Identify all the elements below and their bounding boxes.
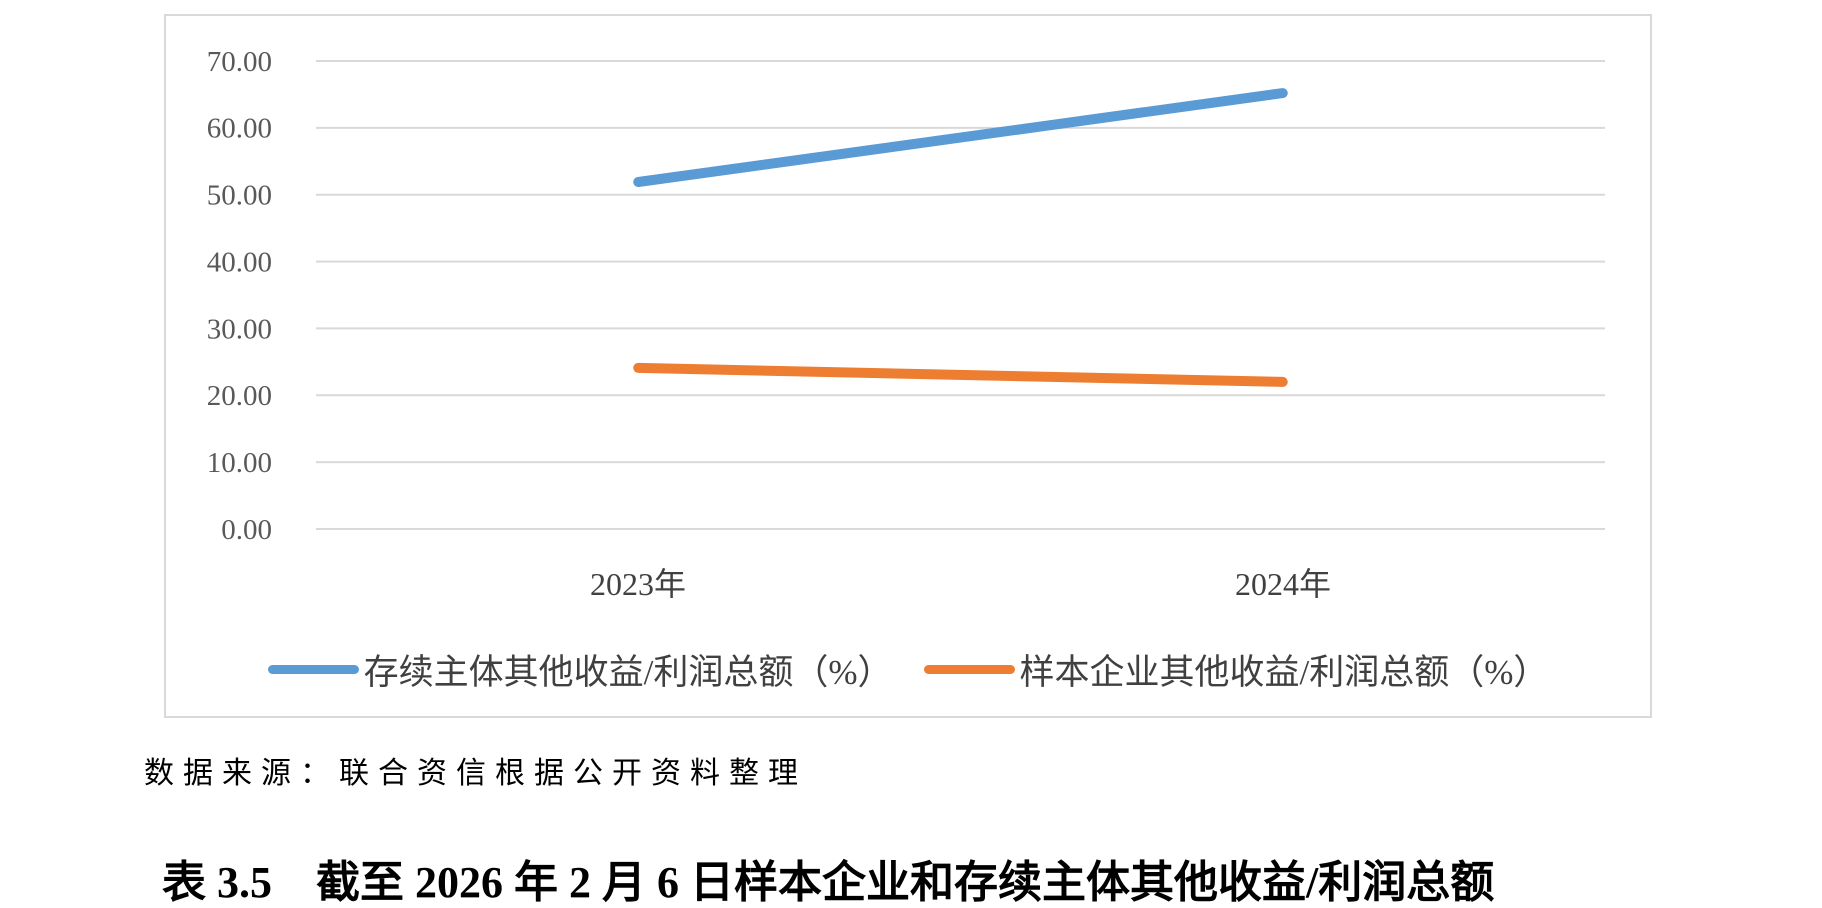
series-line-1 <box>633 362 1288 387</box>
legend-item-series-1: 样本企业其他收益/利润总额（%） <box>923 644 1549 695</box>
y-axis-tick-label: 50.00 <box>207 180 272 212</box>
y-axis-tick-label: 20.00 <box>207 380 272 412</box>
table-caption: 表 3.5 截至 2026 年 2 月 6 日样本企业和存续主体其他收益/利润总… <box>162 858 1495 907</box>
data-source-note: 数据来源：联合资信根据公开资料整理 <box>144 757 807 790</box>
series-line-0 <box>633 88 1288 188</box>
line-chart-plot-area: 70.00 60.00 50.00 40.00 30.00 20.00 10.00 0.00 <box>207 46 1605 546</box>
chart-panel: 70.00 60.00 50.00 40.00 30.00 20.00 10.00 0.00 … <box>164 14 1652 718</box>
legend-label-series-0: 存续主体其他收益/利润总额（%） <box>363 653 893 692</box>
chart-legend: 存续主体其他收益/利润总额（%） 样本企业其他收益/利润总额（%） <box>166 644 1650 695</box>
legend-label-series-1: 样本企业其他收益/利润总额（%） <box>1019 653 1549 692</box>
legend-line-sample-orange <box>923 665 1015 674</box>
y-axis-tick-label: 70.00 <box>207 46 272 78</box>
legend-line-sample-blue <box>267 665 359 674</box>
y-axis-tick-label: 30.00 <box>207 313 272 345</box>
y-axis-tick-label: 40.00 <box>207 246 272 278</box>
legend-item-series-0: 存续主体其他收益/利润总额（%） <box>267 644 893 695</box>
y-axis-tick-label: 0.00 <box>221 514 272 546</box>
y-axis-tick-label: 60.00 <box>207 113 272 145</box>
x-axis-label-2023: 2023年 <box>589 566 687 602</box>
y-axis-tick-label: 10.00 <box>207 447 272 479</box>
x-axis-label-2024: 2024年 <box>1234 566 1332 602</box>
